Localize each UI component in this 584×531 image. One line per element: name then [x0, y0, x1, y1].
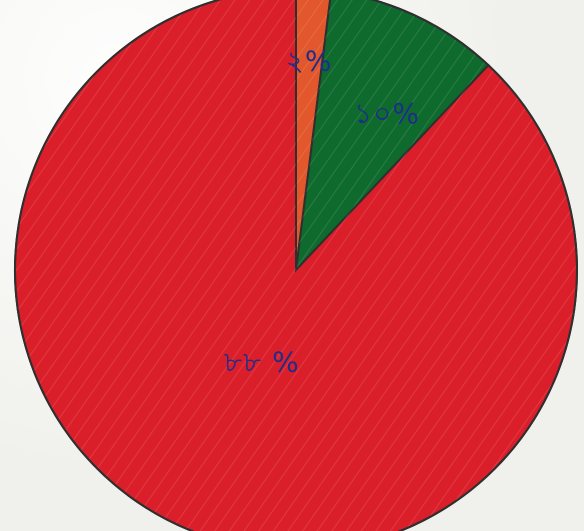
pie-slice-texture-2	[296, 0, 489, 270]
pie-slices	[14, 0, 578, 531]
pie-slice-texture-1	[296, 0, 331, 270]
pie-slice-texture-3	[15, 0, 577, 531]
pie-labels: ২% ১০% ৮৮ %	[224, 44, 420, 378]
pie-label-1: ২%	[286, 44, 333, 77]
pie-label-3: ৮৮ %	[224, 345, 300, 378]
pie-outline	[14, 0, 578, 531]
pie-label-2: ১০%	[354, 97, 420, 130]
